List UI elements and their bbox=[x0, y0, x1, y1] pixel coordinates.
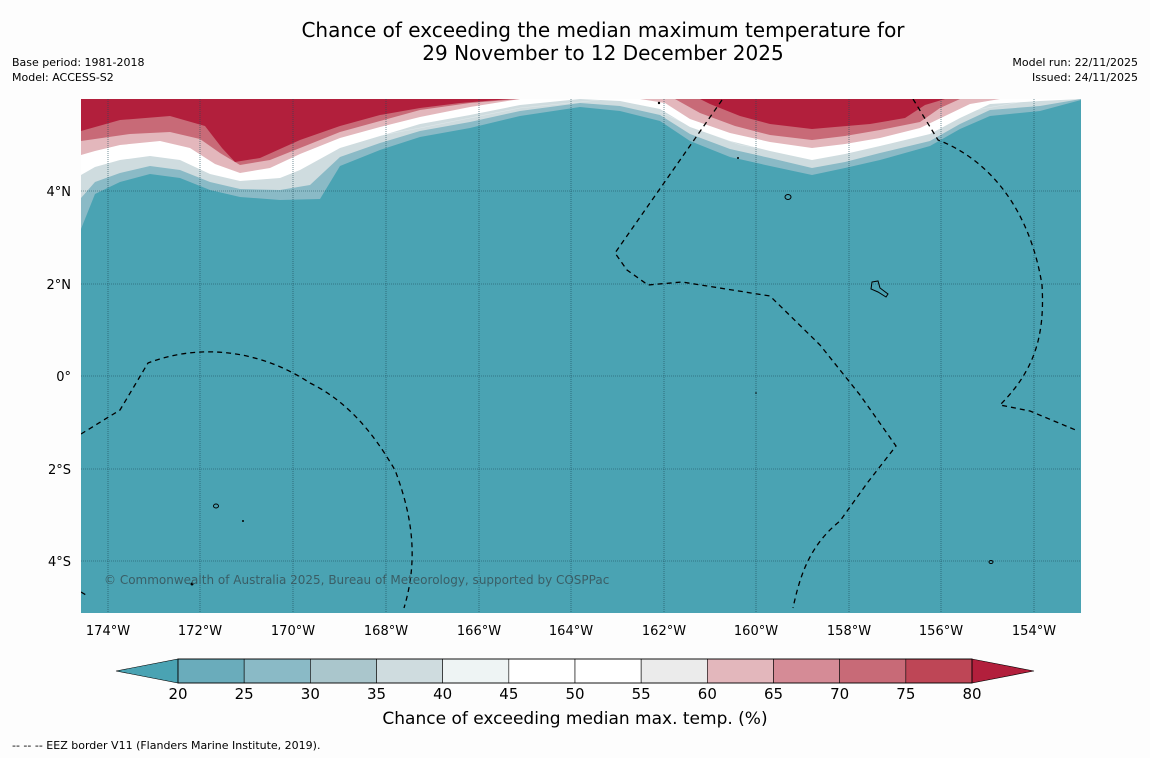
colorbar-segment bbox=[574, 658, 642, 684]
graticule bbox=[81, 99, 1081, 613]
island-a bbox=[784, 194, 792, 200]
model-name: Model: ACCESS-S2 bbox=[12, 71, 114, 84]
island-c bbox=[213, 503, 219, 509]
lon-label: 170°W bbox=[271, 624, 315, 639]
lon-label: 174°W bbox=[86, 624, 130, 639]
island-dots bbox=[190, 101, 757, 586]
colorbar-segment bbox=[177, 658, 245, 684]
colorbar-segment bbox=[310, 658, 377, 684]
colorbar-segment bbox=[839, 658, 907, 684]
colorbar-tick-label: 45 bbox=[499, 685, 518, 703]
lat-label: 2°S bbox=[48, 463, 71, 478]
lon-label: 166°W bbox=[457, 624, 501, 639]
colorbar: 20 25 30 35 40 45 50 55 60 65 70 75 80 bbox=[115, 658, 1035, 703]
eez-borders bbox=[81, 99, 1079, 609]
colorbar-tick-label: 25 bbox=[235, 685, 254, 703]
colorbar-label: Chance of exceeding median max. temp. (%… bbox=[382, 709, 768, 729]
copyright-notice: © Commonwealth of Australia 2025, Bureau… bbox=[104, 573, 609, 587]
island-b bbox=[870, 280, 889, 298]
lon-label: 158°W bbox=[827, 624, 871, 639]
lat-label: 2°N bbox=[47, 278, 72, 293]
title-line-1: Chance of exceeding the median maximum t… bbox=[301, 18, 905, 42]
colorbar-tick-label: 35 bbox=[367, 685, 386, 703]
meta-right: Model run: 22/11/2025 Issued: 24/11/2025 bbox=[1012, 55, 1138, 85]
lat-label: 0° bbox=[56, 370, 71, 385]
lon-label: 154°W bbox=[1012, 624, 1056, 639]
lat-label: 4°N bbox=[47, 185, 72, 200]
lon-label: 160°W bbox=[734, 624, 778, 639]
colorbar-segment bbox=[707, 658, 774, 684]
lon-label: 172°W bbox=[178, 624, 222, 639]
colorbar-tick-label: 75 bbox=[896, 685, 915, 703]
meta-left: Base period: 1981-2018 Model: ACCESS-S2 bbox=[12, 55, 144, 85]
colorbar-tick-label: 50 bbox=[565, 685, 584, 703]
lat-labels: 4°N 2°N 0° 2°S 4°S bbox=[47, 185, 72, 570]
colorbar-tick-label: 40 bbox=[433, 685, 452, 703]
island-d bbox=[988, 560, 994, 564]
lon-labels: 174°W 172°W 170°W 168°W 166°W 164°W 162°… bbox=[86, 624, 1056, 639]
colorbar-segment bbox=[905, 658, 973, 684]
colorbar-segment bbox=[508, 658, 576, 684]
lon-label: 162°W bbox=[642, 624, 686, 639]
colorbar-tick-label: 20 bbox=[168, 685, 187, 703]
lon-label: 168°W bbox=[364, 624, 408, 639]
colorbar-tick-label: 60 bbox=[698, 685, 717, 703]
islands bbox=[213, 194, 994, 564]
contour-lines bbox=[81, 99, 1021, 178]
probability-field bbox=[81, 99, 1081, 229]
colorbar-segment bbox=[640, 658, 708, 684]
issued-date: Issued: 24/11/2025 bbox=[1031, 71, 1138, 84]
lat-label: 4°S bbox=[48, 555, 71, 570]
footer-note: -- -- -- EEZ border V11 (Flanders Marine… bbox=[12, 739, 321, 752]
colorbar-low-arrow bbox=[115, 658, 179, 684]
colorbar-high-arrow bbox=[971, 658, 1035, 684]
contour-80 bbox=[81, 99, 945, 162]
colorbar-ticks: 20 25 30 35 40 45 50 55 60 65 70 75 80 bbox=[168, 685, 981, 703]
colorbar-segment bbox=[376, 658, 443, 684]
lon-label: 164°W bbox=[549, 624, 593, 639]
colorbar-segments bbox=[177, 658, 973, 684]
title-line-2: 29 November to 12 December 2025 bbox=[422, 41, 784, 65]
colorbar-segment bbox=[243, 658, 311, 684]
model-run: Model run: 22/11/2025 bbox=[1012, 56, 1138, 69]
map-area: © Commonwealth of Australia 2025, Bureau… bbox=[81, 99, 1081, 613]
colorbar-segment bbox=[442, 658, 510, 684]
colorbar-tick-label: 80 bbox=[962, 685, 981, 703]
colorbar-tick-label: 65 bbox=[764, 685, 783, 703]
colorbar-tick-label: 70 bbox=[830, 685, 849, 703]
colorbar-segment bbox=[773, 658, 840, 684]
map-title: Chance of exceeding the median maximum t… bbox=[0, 19, 1150, 65]
base-period: Base period: 1981-2018 bbox=[12, 56, 145, 69]
lon-label: 156°W bbox=[919, 624, 963, 639]
colorbar-tick-label: 30 bbox=[301, 685, 320, 703]
colorbar-tick-label: 55 bbox=[632, 685, 651, 703]
